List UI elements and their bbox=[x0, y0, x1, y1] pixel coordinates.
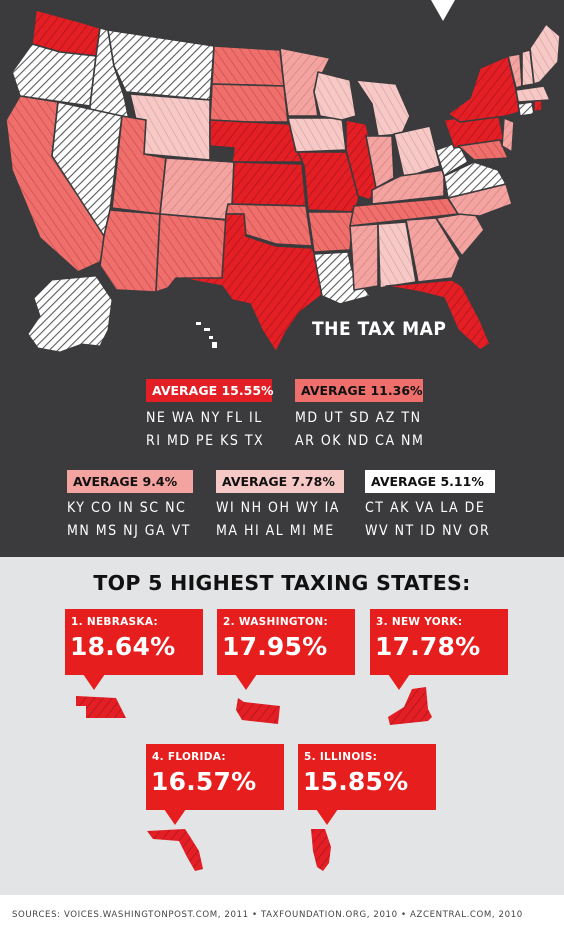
legend-states-4-row-2: MA HI AL MI ME bbox=[216, 523, 335, 539]
callout-value: 16.57% bbox=[151, 767, 257, 796]
nebraska-icon bbox=[76, 696, 126, 718]
legend-states-1-row-1: NE WA NY FL IL bbox=[146, 410, 263, 426]
legend-states-5-row-2: WV NT ID NV OR bbox=[365, 523, 491, 539]
map-title: THE TAX MAP bbox=[312, 318, 447, 340]
state-ma bbox=[515, 85, 551, 103]
state-in bbox=[365, 135, 395, 189]
callout-label: 3. NEW YORK: bbox=[376, 616, 463, 628]
state-tx bbox=[181, 213, 327, 353]
state-az bbox=[99, 209, 161, 293]
legend-label-2: AVERAGE 11.36% bbox=[295, 379, 423, 402]
state-co bbox=[159, 157, 235, 221]
legend-states-2-row-2: AR OK ND CA NM bbox=[295, 433, 425, 449]
new-york-icon bbox=[388, 687, 432, 725]
callout-illinois: 5. ILLINOIS: 15.85% bbox=[298, 744, 436, 825]
state-ia bbox=[287, 117, 347, 153]
legend-states-3-row-1: KY CO IN SC NC bbox=[67, 500, 187, 516]
legend-label-1: AVERAGE 15.55% bbox=[146, 379, 274, 402]
state-ms bbox=[349, 223, 379, 291]
callout-value: 18.64% bbox=[70, 632, 176, 661]
pointer-triangle-icon bbox=[431, 0, 455, 21]
state-ri bbox=[533, 99, 543, 113]
sources-line: SOURCES: VOICES.WASHINGTONPOST.COM, 2011… bbox=[12, 910, 523, 920]
callout-label: 1. NEBRASKA: bbox=[71, 616, 158, 628]
state-nj bbox=[501, 117, 515, 153]
state-sd bbox=[209, 83, 289, 123]
top-5-section: TOP 5 HIGHEST TAXING STATES: 1. NEBRASKA… bbox=[0, 557, 564, 895]
legend-label-4: AVERAGE 7.78% bbox=[216, 470, 344, 493]
state-fl bbox=[385, 279, 491, 351]
us-states-map bbox=[5, 0, 561, 353]
hawaii-icon bbox=[196, 322, 217, 348]
callout-new-york: 3. NEW YORK: 17.78% bbox=[370, 609, 508, 690]
callout-nebraska: 1. NEBRASKA: 18.64% bbox=[65, 609, 203, 690]
state-mt bbox=[107, 29, 215, 101]
callout-florida: 4. FLORIDA: 16.57% bbox=[146, 744, 284, 825]
callout-value: 17.78% bbox=[375, 632, 481, 661]
alaska-icon bbox=[27, 275, 113, 353]
state-ga bbox=[405, 217, 461, 283]
state-wi bbox=[313, 71, 357, 121]
state-ny bbox=[447, 55, 521, 123]
florida-icon bbox=[147, 829, 203, 871]
state-md bbox=[457, 139, 509, 161]
washington-icon bbox=[236, 698, 280, 724]
top-5-heading: TOP 5 HIGHEST TAXING STATES: bbox=[93, 571, 471, 595]
state-ky bbox=[371, 169, 445, 205]
callout-label: 5. ILLINOIS: bbox=[304, 751, 378, 763]
legend-states-4-row-1: WI NH OH WY IA bbox=[216, 500, 340, 516]
callout-value: 17.95% bbox=[222, 632, 328, 661]
state-la bbox=[313, 251, 371, 305]
footer: SOURCES: VOICES.WASHINGTONPOST.COM, 2011… bbox=[0, 895, 564, 938]
callout-washington: 2. WASHINGTON: 17.95% bbox=[217, 609, 355, 690]
callout-value: 15.85% bbox=[303, 767, 409, 796]
state-ct bbox=[517, 101, 535, 117]
state-nd bbox=[211, 45, 285, 87]
legend-label-5: AVERAGE 5.11% bbox=[365, 470, 495, 493]
legend-states-1-row-2: RI MD PE KS TX bbox=[146, 433, 265, 449]
legend-states-5-row-1: CT AK VA LA DE bbox=[365, 500, 486, 516]
state-mn bbox=[279, 47, 331, 117]
state-me bbox=[529, 23, 561, 85]
state-il bbox=[345, 119, 381, 201]
callout-label: 2. WASHINGTON: bbox=[223, 616, 328, 628]
tax-map-section: THE TAX MAP AVERAGE 15.55% NE WA NY FL I… bbox=[0, 0, 564, 557]
legend-label-3: AVERAGE 9.4% bbox=[67, 470, 193, 493]
state-oh bbox=[393, 125, 441, 179]
state-ar bbox=[307, 211, 355, 253]
legend-states-3-row-2: MN MS NJ GA VT bbox=[67, 523, 191, 539]
callout-label: 4. FLORIDA: bbox=[152, 751, 226, 763]
state-ks bbox=[231, 161, 307, 207]
state-wv bbox=[435, 141, 469, 177]
state-va bbox=[443, 161, 507, 199]
legend-states-2-row-1: MD UT SD AZ TN bbox=[295, 410, 422, 426]
illinois-icon bbox=[311, 829, 331, 871]
